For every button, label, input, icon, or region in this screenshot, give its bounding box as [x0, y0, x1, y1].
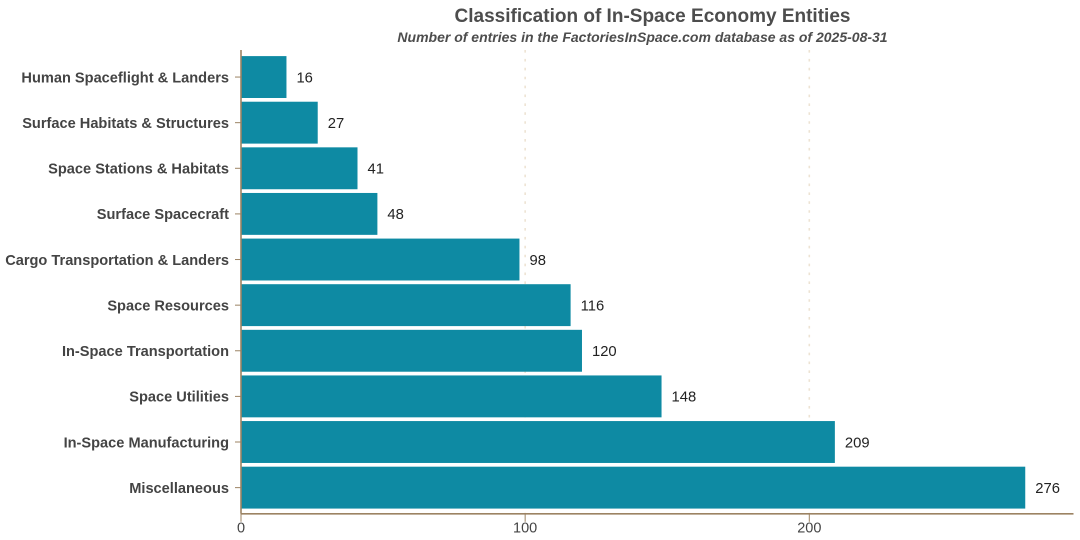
svg-text:0: 0	[237, 520, 245, 536]
svg-text:Human Spaceflight & Landers: Human Spaceflight & Landers	[21, 70, 229, 86]
svg-text:Cargo Transportation & Landers: Cargo Transportation & Landers	[5, 253, 229, 269]
svg-text:48: 48	[387, 207, 403, 223]
svg-text:200: 200	[797, 520, 821, 536]
svg-text:Surface Habitats & Structures: Surface Habitats & Structures	[22, 116, 229, 132]
svg-text:98: 98	[529, 253, 545, 269]
svg-text:Miscellaneous: Miscellaneous	[129, 481, 229, 497]
svg-text:Surface Spacecraft: Surface Spacecraft	[97, 207, 229, 223]
svg-text:Space Utilities: Space Utilities	[129, 390, 229, 406]
svg-text:276: 276	[1035, 481, 1060, 497]
svg-text:Space Stations & Habitats: Space Stations & Habitats	[48, 162, 229, 178]
svg-text:100: 100	[513, 520, 537, 536]
svg-text:116: 116	[581, 298, 605, 314]
svg-text:148: 148	[672, 390, 697, 406]
svg-text:In-Space Manufacturing: In-Space Manufacturing	[64, 435, 229, 451]
svg-text:16: 16	[296, 70, 312, 86]
svg-text:41: 41	[368, 162, 384, 178]
svg-text:209: 209	[845, 435, 870, 451]
svg-text:27: 27	[328, 116, 344, 132]
svg-text:120: 120	[592, 344, 617, 360]
svg-text:Space Resources: Space Resources	[107, 298, 229, 314]
svg-text:In-Space Transportation: In-Space Transportation	[62, 344, 229, 360]
